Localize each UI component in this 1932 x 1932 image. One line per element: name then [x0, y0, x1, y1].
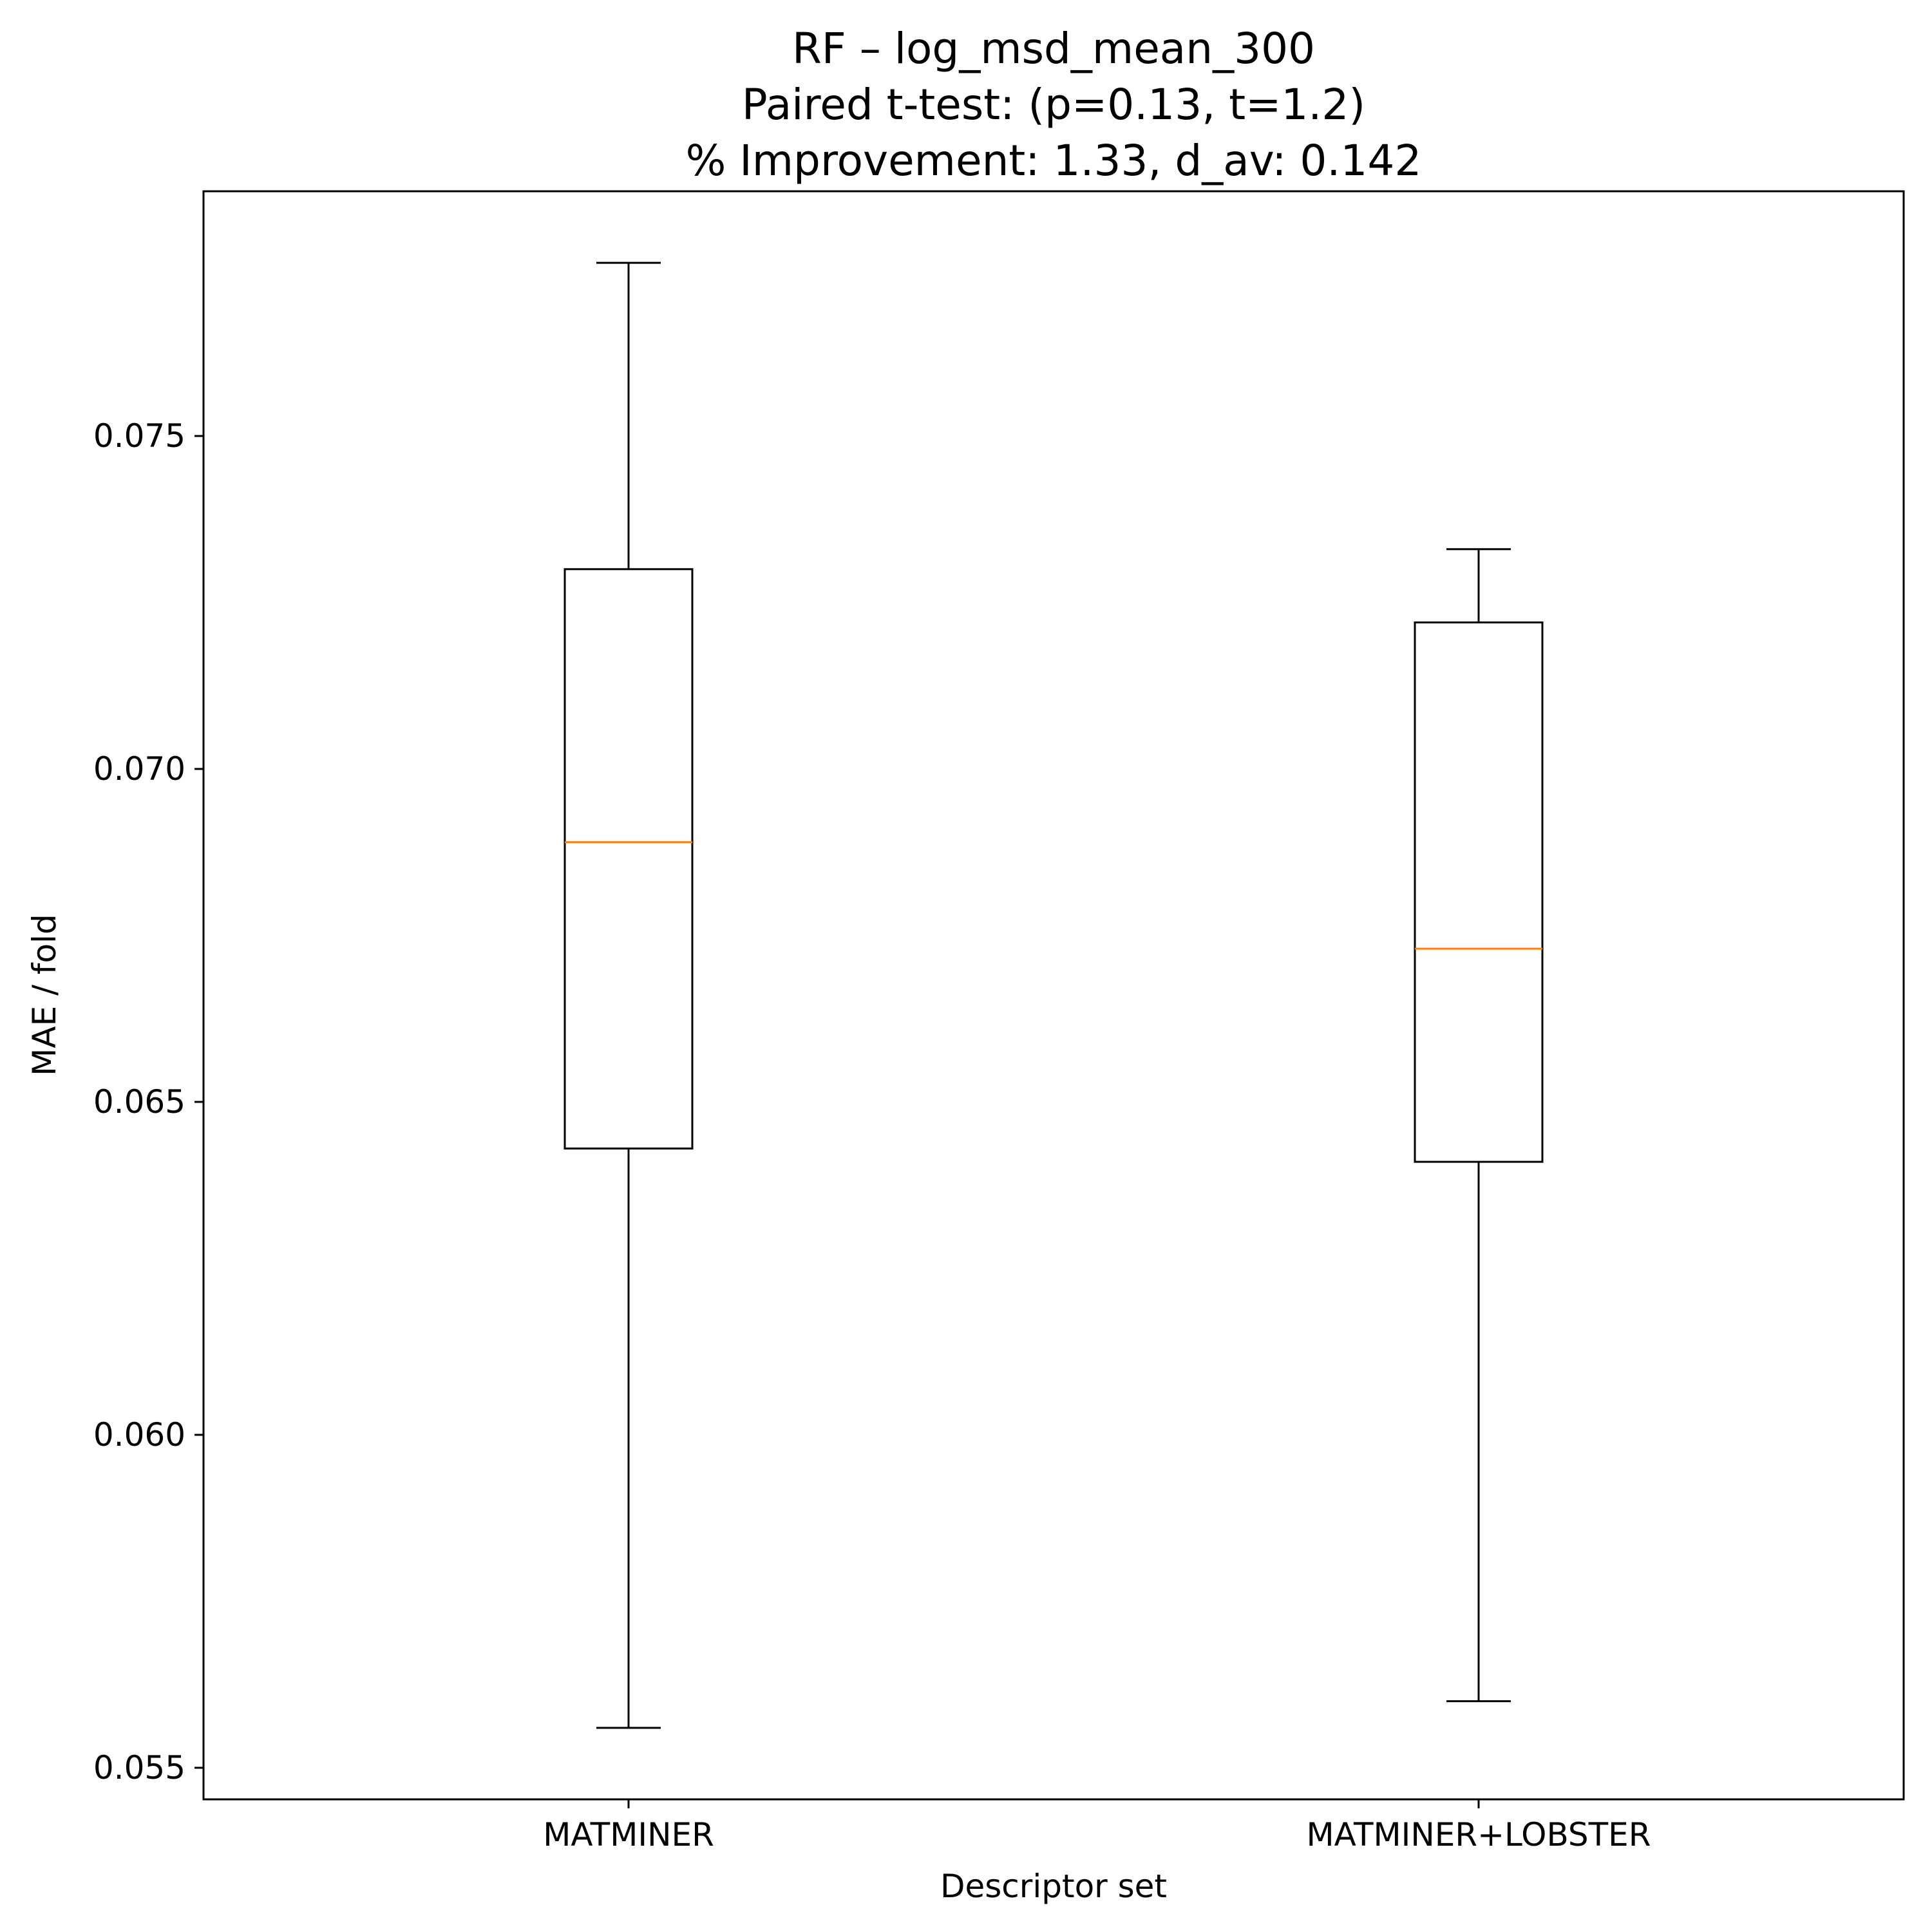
- boxes: [564, 261, 1544, 1729]
- box-1: [564, 261, 694, 1729]
- y-axis: 0.055 0.060 0.065 0.070 0.075: [93, 417, 204, 1786]
- x-axis: MATMINER MATMINER+LOBSTER: [543, 1799, 1651, 1853]
- y-axis-label: MAE / fold: [26, 914, 63, 1075]
- y-tick-label: 0.075: [93, 417, 185, 455]
- x-tick-label: MATMINER: [543, 1816, 714, 1853]
- chart-title-line3: % Improvement: 1.33, d_av: 0.142: [686, 136, 1422, 185]
- plot-area: [202, 190, 1905, 1801]
- y-tick-label: 0.060: [93, 1416, 185, 1454]
- x-axis-label: Descriptor set: [940, 1868, 1167, 1905]
- iqr-box: [1414, 621, 1544, 1163]
- y-tick-label: 0.065: [93, 1083, 185, 1121]
- iqr-box: [564, 568, 694, 1150]
- box-2: [1414, 548, 1544, 1703]
- y-tick-label: 0.055: [93, 1749, 185, 1786]
- x-tick-label: MATMINER+LOBSTER: [1307, 1816, 1651, 1853]
- chart-title-line1: RF – log_msd_mean_300: [792, 24, 1315, 73]
- chart-title-line2: Paired t-test: (p=0.13, t=1.2): [742, 80, 1365, 129]
- y-tick-label: 0.070: [93, 750, 185, 788]
